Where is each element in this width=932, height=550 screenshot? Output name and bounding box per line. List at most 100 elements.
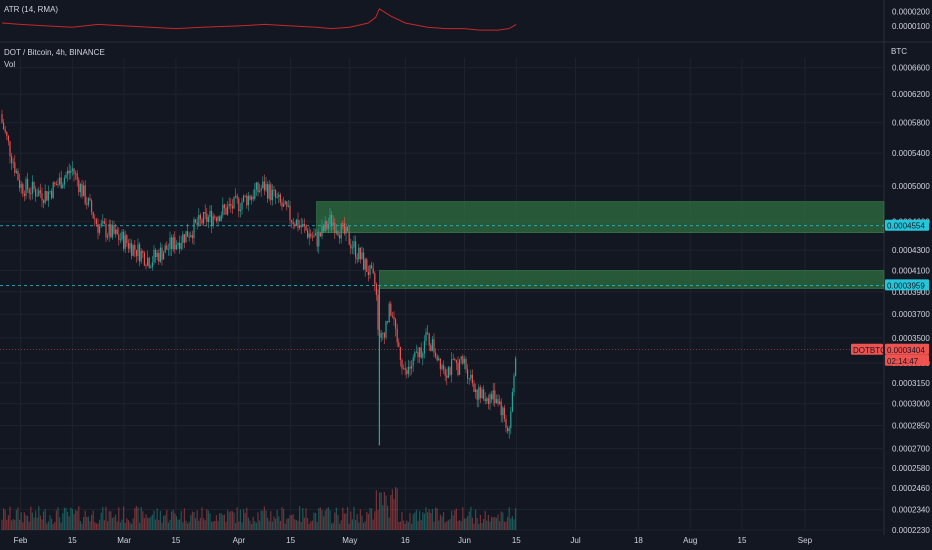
volume-bar [489,521,491,530]
candle-body [359,247,361,260]
volume-bar [126,518,128,530]
candle-body [380,333,382,338]
atr-legend[interactable]: ATR (14, RMA) [4,5,59,14]
volume-bar [227,509,229,530]
volume-bar [454,510,456,530]
candle-body [161,247,163,260]
candle-body [83,185,85,197]
symbol-legend[interactable]: DOT / Bitcoin, 4h, BINANCE [4,48,105,57]
candle-body [151,262,153,268]
candle-body [71,168,73,171]
candle-body [239,209,241,212]
volume-bar [284,523,286,530]
volume-bar [321,509,323,530]
time-axis[interactable]: Feb 15 Mar 15 Apr 15 May 16 Jun 15 Jul 18 Aug 15 Sep [14,536,813,545]
volume-bar [444,522,446,530]
candle-body [108,224,110,236]
candle-body [425,332,427,342]
volume-bar [73,514,75,530]
candle-body [337,231,339,236]
volume-bar [351,519,353,530]
candle-body [228,203,230,207]
candle-body [91,200,93,212]
candle-body [484,398,486,402]
volume-bar [164,515,166,530]
candle-body [254,189,256,199]
volume-bar [401,512,403,530]
candle-body [169,237,171,249]
time-tick-label: 15 [286,536,295,545]
volume-bar [452,515,454,530]
candle-body [217,216,219,222]
volume-bar [297,520,299,530]
volume-bar [417,520,419,530]
candle-body [430,345,432,352]
volume-bar [201,507,203,530]
volume-bar [419,510,421,530]
candle-body [201,219,203,224]
candle-body [454,359,456,361]
volume-bar [191,511,193,530]
volume-bar [187,523,189,530]
volume-bar [459,519,461,530]
candle-body [259,190,261,192]
candle-body [131,243,133,256]
candle-body [470,374,472,379]
candle-body [486,398,488,402]
candle-body [513,375,515,392]
candle-body [510,411,512,429]
volume-bar [62,513,64,530]
price-axis[interactable]: 0.0006600 0.0006200 0.0005800 0.0005400 0.00… [892,64,930,535]
volume-bar [409,512,411,530]
volume-bar [375,490,377,530]
candle-body [307,230,309,238]
volume-bar [27,516,29,530]
candle-body [358,247,360,260]
candle-body [243,195,245,202]
candle-body [500,401,502,416]
candle-body [446,375,448,378]
candle-body [153,250,155,263]
volume-bar [153,510,155,530]
candle-body [244,195,246,197]
candle-body [110,224,112,238]
volume-bar [390,494,392,530]
volume-bar [369,507,371,530]
volume-bar [374,511,376,530]
candle-body [55,183,57,186]
volume-bar [300,521,302,530]
candle-body [415,351,417,353]
volume-bar [59,517,61,530]
volume-bar [331,523,333,530]
candle-body [404,368,406,371]
candle-body [329,214,331,225]
last-price-tag: 0.0003404 [887,346,925,355]
volume-bar [299,506,301,530]
volume-bar [359,509,361,530]
volume-bar [407,522,409,530]
candle-body [92,211,94,219]
candle-body [286,201,288,207]
candle-body [319,232,321,237]
volume-bar [15,510,17,530]
candle-body [76,173,78,180]
volume-bar [367,513,369,530]
candle-body [444,369,446,376]
candle-body [447,367,449,378]
volume-bar [46,523,48,530]
volume-bar [127,520,129,530]
candle-body [63,178,65,185]
volume-bar [515,508,517,530]
volume-bar [17,507,19,530]
volume-bar [329,510,331,530]
volume-bar [393,499,395,530]
candle-body [305,225,307,231]
volume-bar [395,487,397,530]
vol-legend[interactable]: Vol [4,60,16,69]
volume-bar [28,521,30,530]
candle-body [49,191,51,192]
candle-body [310,233,312,237]
candle-body [291,220,293,222]
volume-bar [294,519,296,530]
